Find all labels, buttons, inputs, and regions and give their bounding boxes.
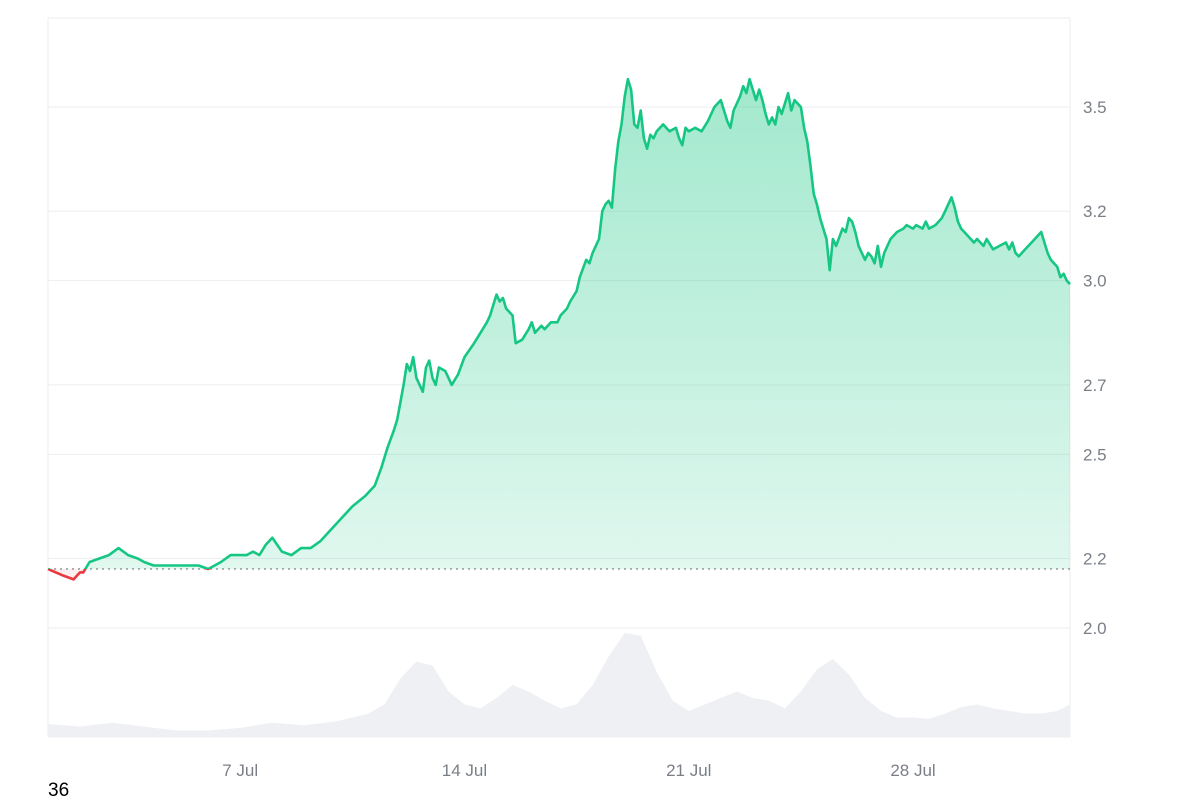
x-tick-label: 21 Jul <box>666 761 711 780</box>
volume-area <box>48 633 1070 737</box>
y-tick-label: 2.7 <box>1083 376 1107 395</box>
y-tick-label: 3.5 <box>1083 98 1107 117</box>
price-area-up <box>85 79 1070 569</box>
y-tick-label: 3.0 <box>1083 272 1107 291</box>
y-tick-label: 2.2 <box>1083 550 1107 569</box>
price-series <box>47 77 1071 581</box>
y-tick-label: 3.2 <box>1083 202 1107 221</box>
volume-shape <box>48 633 1070 737</box>
price-area-down <box>48 568 209 580</box>
corner-value: 36 <box>48 780 70 801</box>
x-axis: 7 Jul 14 Jul 21 Jul 28 Jul <box>222 761 935 780</box>
y-tick-label: 2.0 <box>1083 619 1107 638</box>
x-tick-label: 7 Jul <box>222 761 258 780</box>
x-tick-label: 14 Jul <box>442 761 487 780</box>
x-tick-label: 28 Jul <box>890 761 935 780</box>
y-tick-label: 2.5 <box>1083 445 1107 464</box>
price-line-up <box>48 77 1071 569</box>
y-axis: 2.0 2.2 2.5 2.7 3.0 3.2 3.5 <box>1083 98 1107 638</box>
